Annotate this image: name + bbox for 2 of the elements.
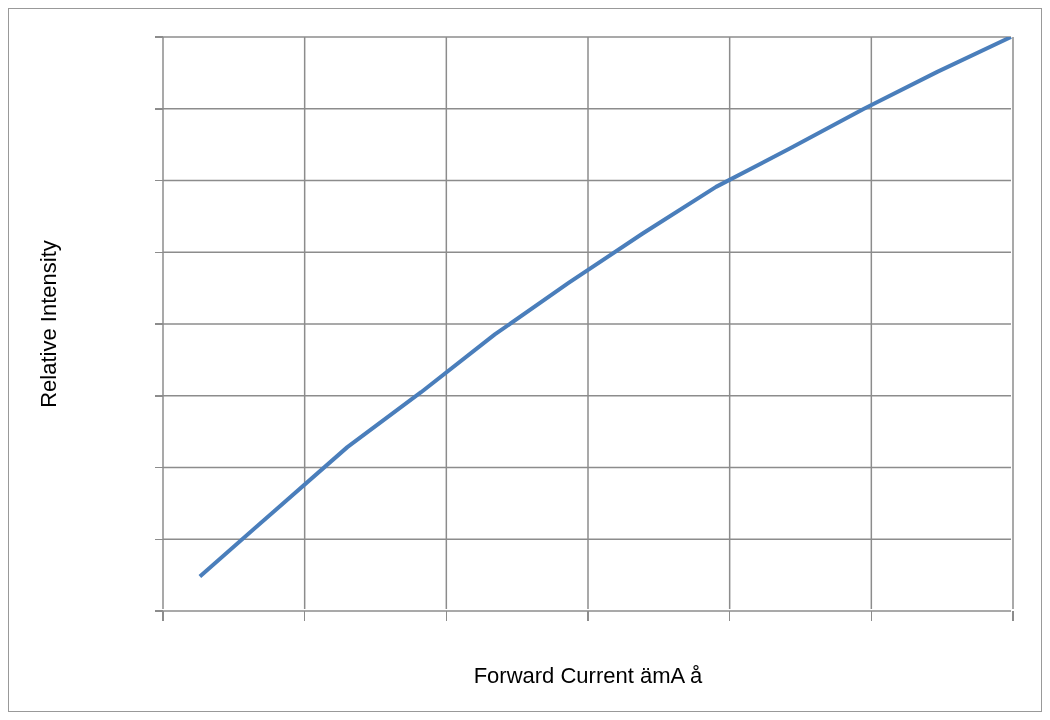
y-axis-title: Relative Intensity [36,240,62,408]
x-axis-title: Forward Current ämA å [472,663,704,689]
